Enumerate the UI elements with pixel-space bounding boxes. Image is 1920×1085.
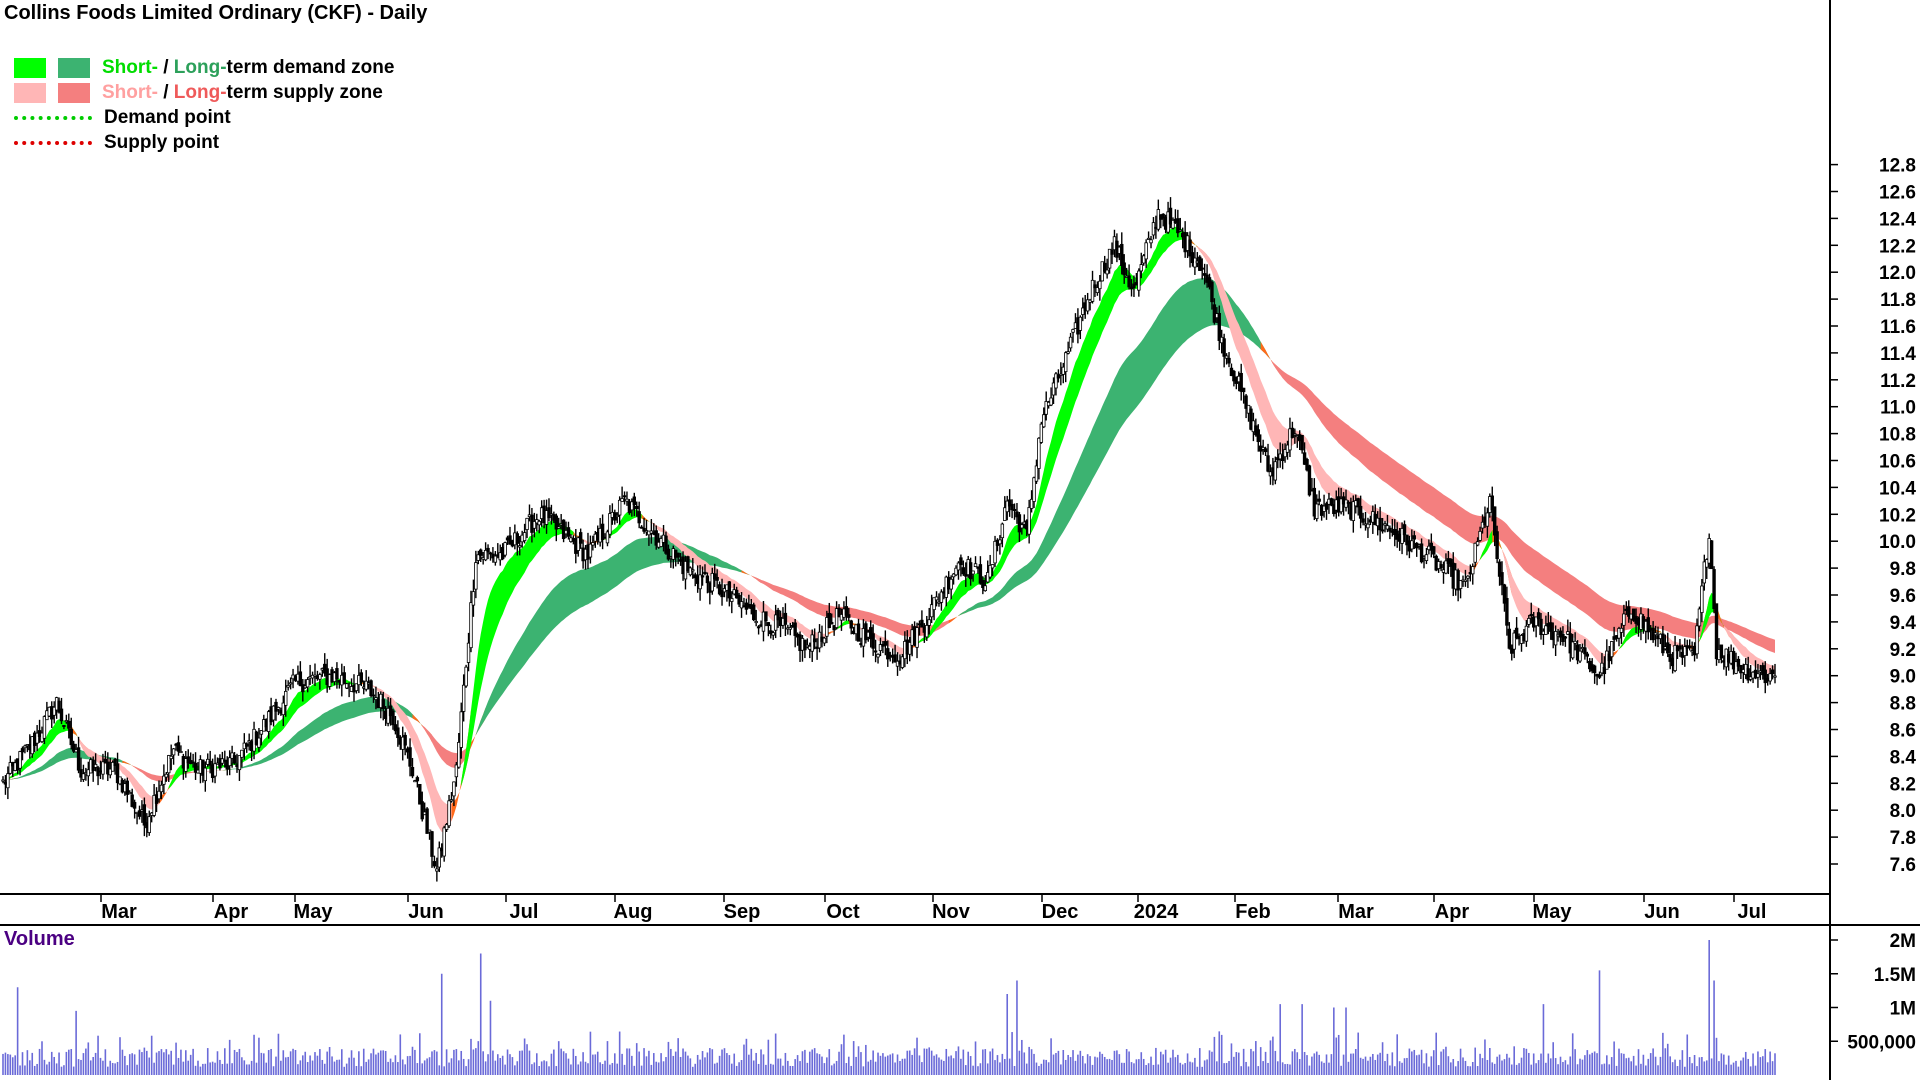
x-tick-label: Nov (932, 901, 971, 923)
legend-short-label: Short- (102, 82, 158, 104)
candle (752, 603, 755, 621)
legend-supply-point-label: Supply point (104, 132, 219, 154)
x-tick-label: Apr (214, 901, 249, 923)
legend-sep: / (158, 82, 174, 104)
y-tick-label: 7.8 (1890, 828, 1916, 849)
x-tick-label: Oct (826, 901, 860, 923)
supply-point-marker (14, 141, 92, 145)
y-tick-label: 8.0 (1890, 801, 1916, 822)
x-tick-label: May (1533, 901, 1573, 923)
legend-long-label: Long- (174, 57, 227, 79)
legend-supply-zone: Short- / Long- term supply zone (14, 80, 394, 105)
y-tick-label: 10.0 (1879, 532, 1916, 553)
x-tick-label: Jul (510, 901, 539, 923)
y-tick-label: 8.4 (1890, 747, 1917, 768)
x-tick-label: Sep (724, 901, 761, 923)
volume-tick-label: 500,000 (1847, 1032, 1916, 1053)
candle (443, 826, 446, 862)
short-supply-swatch (14, 83, 46, 103)
volume-tick-label: 1.5M (1874, 965, 1916, 986)
y-tick-label: 8.8 (1890, 694, 1916, 715)
x-tick-label: Jun (408, 901, 444, 923)
y-tick-label: 11.0 (1880, 398, 1916, 419)
legend: Short- / Long- term demand zone Short- /… (14, 55, 394, 155)
y-tick-label: 9.2 (1890, 640, 1916, 661)
y-tick-label: 10.2 (1879, 505, 1916, 526)
y-tick-label: 12.0 (1879, 263, 1916, 284)
legend-demand-point-label: Demand point (104, 107, 231, 129)
y-tick-label: 11.4 (1880, 344, 1916, 365)
x-tick-label: Jul (1738, 901, 1767, 923)
volume-tick-label: 1M (1890, 999, 1916, 1020)
y-tick-label: 12.6 (1879, 183, 1916, 204)
y-tick-label: 9.4 (1890, 613, 1917, 634)
long-demand-swatch (58, 58, 90, 78)
volume-tick-label: 2M (1890, 931, 1916, 952)
legend-rest: term supply zone (227, 82, 383, 104)
y-tick-label: 10.4 (1879, 478, 1916, 499)
legend-sep: / (158, 57, 174, 79)
candle (689, 566, 692, 576)
x-tick-label: Dec (1042, 901, 1079, 923)
candle (1710, 540, 1713, 569)
y-tick-label: 8.6 (1890, 721, 1916, 742)
x-tick-label: Apr (1435, 901, 1470, 923)
legend-long-label: Long- (174, 82, 227, 104)
legend-short-label: Short- (102, 57, 158, 79)
y-tick-label: 11.2 (1880, 371, 1916, 392)
x-tick-label: Jun (1644, 901, 1680, 923)
y-tick-label: 7.6 (1890, 855, 1916, 876)
y-tick-label: 9.6 (1890, 586, 1916, 607)
legend-supply-point: Supply point (14, 130, 394, 155)
y-tick-label: 11.8 (1880, 290, 1916, 311)
chart-title: Collins Foods Limited Ordinary (CKF) - D… (4, 2, 427, 25)
y-tick-label: 12.4 (1879, 209, 1916, 230)
candle (1308, 465, 1311, 497)
legend-demand-point: Demand point (14, 105, 394, 130)
y-tick-label: 12.8 (1879, 156, 1916, 177)
candle (504, 542, 507, 558)
legend-demand-zone: Short- / Long- term demand zone (14, 55, 394, 80)
x-tick-label: Mar (101, 901, 137, 923)
candle (1496, 526, 1499, 563)
y-tick-label: 8.2 (1890, 774, 1916, 795)
x-tick-label: Feb (1235, 901, 1271, 923)
y-tick-label: 9.0 (1890, 667, 1916, 688)
demand-point-marker (14, 116, 92, 120)
legend-rest: term demand zone (227, 57, 395, 79)
long-supply-swatch (58, 83, 90, 103)
y-tick-label: 10.8 (1879, 425, 1916, 446)
y-tick-label: 11.6 (1880, 317, 1916, 338)
x-tick-label: 2024 (1134, 901, 1179, 923)
x-tick-label: Mar (1338, 901, 1374, 923)
candle (465, 665, 468, 688)
y-tick-label: 9.8 (1890, 559, 1916, 580)
y-tick-label: 10.6 (1879, 452, 1916, 473)
y-tick-label: 12.2 (1879, 236, 1916, 257)
volume-label: Volume (4, 928, 75, 951)
short-demand-swatch (14, 58, 46, 78)
x-tick-label: May (294, 901, 334, 923)
x-tick-label: Aug (614, 901, 653, 923)
